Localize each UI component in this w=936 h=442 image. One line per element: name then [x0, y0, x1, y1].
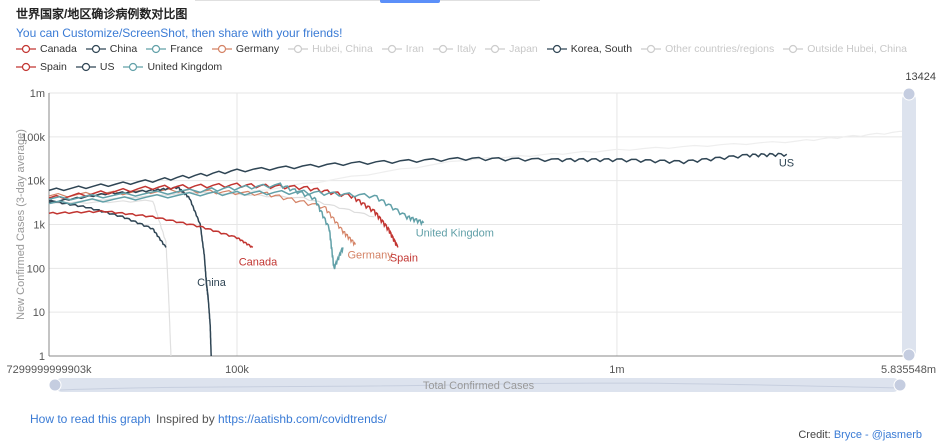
x-zoom-sparkline	[59, 382, 901, 391]
legend-item-us[interactable]: US	[75, 59, 115, 75]
legend: Canada China France Germany Hubei, China Iran…	[16, 41, 926, 77]
x-tick-label: 5.835548m	[881, 364, 936, 376]
y-tick-label: 10k	[27, 176, 45, 188]
legend-item-france[interactable]: France	[146, 41, 203, 57]
x-tick-label: 100k	[225, 364, 249, 376]
legend-item-korea-south[interactable]: Korea, South	[546, 41, 633, 57]
legend-label: United Kingdom	[147, 61, 223, 73]
series-label-united-kingdom: United Kingdom	[416, 228, 494, 240]
y-zoom-handle-bottom	[902, 348, 916, 362]
legend-item-germany[interactable]: Germany	[211, 41, 280, 57]
series-label-spain: Spain	[390, 252, 418, 264]
how-to-read-link[interactable]: How to read this graph	[30, 412, 151, 426]
credit-prefix: Credit:	[798, 429, 831, 441]
y-max-label: 13424	[905, 71, 936, 83]
y-tick-label: 1	[39, 351, 45, 363]
legend-marker-icon	[783, 44, 804, 54]
y-zoom-slider	[902, 93, 916, 358]
legend-item-japan[interactable]: Japan	[485, 41, 538, 57]
x-zoom-handle-right	[893, 378, 907, 392]
legend-label: Japan	[509, 43, 538, 55]
y-tick-label: 100	[27, 263, 45, 275]
y-tick-label: 1k	[33, 220, 45, 232]
legend-label: Iran	[405, 43, 424, 55]
legend-label: Other countries/regions	[665, 43, 775, 55]
series-line-korea-south	[48, 199, 167, 248]
series-line-canada	[48, 209, 254, 248]
y-tick-label: 10	[33, 307, 45, 319]
legend-label: Hubei, China	[312, 43, 373, 55]
top-divider	[195, 0, 540, 1]
legend-marker-icon	[381, 44, 402, 54]
legend-item-united-kingdom[interactable]: United Kingdom	[123, 59, 222, 75]
inspired-link[interactable]: https://aatishb.com/covidtrends/	[218, 412, 387, 426]
legend-item-china[interactable]: China	[85, 41, 138, 57]
legend-label: Spain	[40, 61, 67, 73]
credit: Credit: Bryce - @jasmerb	[798, 429, 922, 441]
series-label-china: China	[197, 277, 227, 289]
chart-title: 世界国家/地区确诊病例数对比图	[16, 7, 188, 21]
legend-item-outside-hubei-china[interactable]: Outside Hubei, China	[783, 41, 907, 57]
series-line-france	[48, 182, 344, 270]
series-label-canada: Canada	[239, 256, 278, 268]
chart-canvas: 1 10 100 1k 10k 100k 1m 7299999999903k 100k 1m 5.8…	[6, 71, 936, 392]
y-zoom-handle-top	[902, 87, 916, 101]
x-zoom-handle-left	[48, 378, 62, 392]
series-line-united-kingdom	[48, 189, 425, 227]
legend-marker-icon	[16, 62, 36, 72]
series-line-spain	[48, 182, 399, 248]
legend-label: US	[99, 61, 115, 73]
x-tick-label: 7299999999903k	[6, 364, 92, 376]
y-tick-label: 1m	[30, 88, 45, 100]
active-tab-indicator	[380, 0, 440, 3]
legend-marker-icon	[432, 44, 453, 54]
series-line-hubei-china	[48, 199, 172, 357]
legend-label: Canada	[40, 43, 77, 55]
legend-marker-icon	[485, 44, 506, 54]
y-axis-title: New Confirmed Cases (3-day average)	[15, 129, 27, 320]
series-line-china	[48, 186, 212, 357]
legend-label: Korea, South	[570, 43, 633, 55]
legend-label: Italy	[456, 43, 477, 55]
legend-label: Outside Hubei, China	[807, 43, 908, 55]
legend-label: France	[170, 43, 203, 55]
legend-item-iran[interactable]: Iran	[381, 41, 424, 57]
legend-marker-icon	[16, 44, 36, 54]
x-axis-title: Total Confirmed Cases	[423, 380, 535, 392]
inspired-text: Inspired by	[156, 412, 215, 426]
x-tick-label: 1m	[609, 364, 624, 376]
legend-item-other-countries-regions[interactable]: Other countries/regions	[641, 41, 774, 57]
legend-marker-icon	[641, 44, 662, 54]
legend-marker-icon	[123, 62, 144, 72]
legend-label: China	[109, 43, 138, 55]
legend-marker-icon	[146, 44, 167, 54]
credit-link[interactable]: Bryce - @jasmerb	[833, 429, 922, 441]
legend-label: Germany	[235, 43, 280, 55]
legend-marker-icon	[85, 44, 106, 54]
y-tick-label: 100k	[21, 132, 45, 144]
series-label-us: US	[779, 157, 794, 169]
chart-subtitle: You can Customize/ScreenShot, then share…	[16, 26, 343, 40]
series-label-germany: Germany	[347, 249, 393, 261]
legend-item-italy[interactable]: Italy	[432, 41, 477, 57]
legend-marker-icon	[546, 44, 567, 54]
series-line-other-countries-regions	[236, 130, 909, 195]
legend-marker-icon	[75, 62, 96, 72]
legend-item-spain[interactable]: Spain	[16, 59, 67, 75]
legend-item-canada[interactable]: Canada	[16, 41, 77, 57]
legend-item-hubei-china[interactable]: Hubei, China	[288, 41, 373, 57]
legend-marker-icon	[211, 44, 232, 54]
series-line-us	[48, 152, 788, 192]
legend-marker-icon	[288, 44, 309, 54]
